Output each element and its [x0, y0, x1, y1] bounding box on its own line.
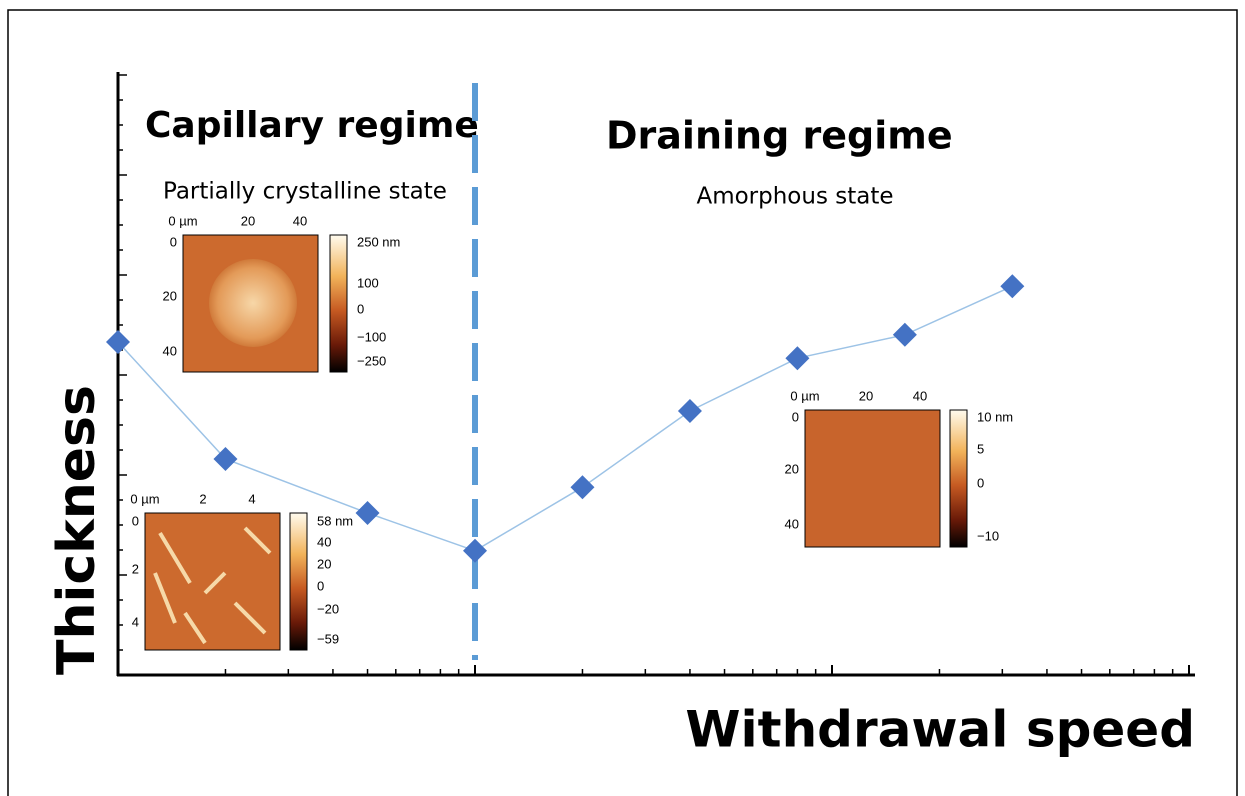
inset-x-label: 40 [913, 388, 927, 403]
colorbar-label: 250 nm [357, 234, 400, 249]
inset-x-label: 2 [199, 491, 206, 506]
inset-y-label: 0 [792, 409, 799, 424]
inset-x-label: 4 [248, 491, 255, 506]
colorbar-label: 100 [357, 275, 379, 290]
annotation: Capillary regime [145, 105, 479, 146]
colorbar-label: 40 [317, 534, 331, 549]
chart: Capillary regime Partially crystalline s… [0, 0, 1245, 796]
inset-x-label: 20 [241, 213, 255, 228]
annotation: Amorphous state [696, 184, 893, 210]
data-point [1000, 274, 1024, 298]
inset-y-label: 40 [163, 343, 177, 358]
colorbar-label: 5 [977, 441, 984, 456]
colorbar-label: −250 [357, 353, 386, 368]
data-point [463, 539, 487, 563]
inset-y-label: 2 [132, 561, 139, 576]
inset-y-label: 40 [785, 516, 799, 531]
data-point [678, 399, 702, 423]
inset-x-label: 0 µm [790, 388, 819, 403]
y-axis-label: Thickness [47, 385, 107, 675]
colorbar [950, 410, 967, 547]
inset-x-label: 0 µm [168, 213, 197, 228]
colorbar-label: −59 [317, 631, 339, 646]
inset-x-label: 20 [859, 388, 873, 403]
afm-feature [209, 259, 297, 347]
inset-x-label: 40 [293, 213, 307, 228]
page: {"chart_data":{"type":"line", "x_label":… [0, 0, 1245, 796]
inset-y-label: 4 [132, 614, 139, 629]
colorbar [290, 513, 307, 650]
inset-y-label: 20 [163, 288, 177, 303]
inset-y-label: 0 [170, 234, 177, 249]
inset-x-label: 0 µm [130, 491, 159, 506]
data-point [893, 323, 917, 347]
x-axis-label: Withdrawal speed [685, 701, 1195, 759]
data-point [356, 501, 380, 525]
colorbar-label: 58 nm [317, 513, 353, 528]
colorbar [330, 235, 347, 372]
colorbar-label: −10 [977, 528, 999, 543]
afm-image [805, 410, 940, 547]
inset-y-label: 0 [132, 513, 139, 528]
data-point [570, 475, 594, 499]
colorbar-label: −100 [357, 329, 386, 344]
colorbar-label: −20 [317, 601, 339, 616]
annotation: Partially crystalline state [163, 179, 447, 205]
colorbar-label: 0 [317, 578, 324, 593]
inset-y-label: 20 [785, 461, 799, 476]
colorbar-label: 0 [977, 475, 984, 490]
annotation: Draining regime [606, 114, 953, 158]
colorbar-label: 20 [317, 556, 331, 571]
colorbar-label: 10 nm [977, 409, 1013, 424]
colorbar-label: 0 [357, 301, 364, 316]
data-point [785, 346, 809, 370]
